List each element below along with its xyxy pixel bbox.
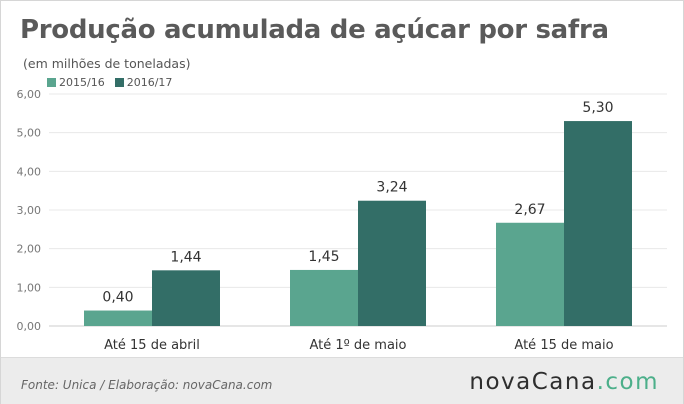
legend: 2015/16 2016/17 xyxy=(47,76,182,89)
bar-2016-17-3 xyxy=(564,121,632,326)
data-label: 2,67 xyxy=(514,202,545,218)
bar-2015-16-3 xyxy=(496,222,564,326)
chart-subtitle: (em milhões de toneladas) xyxy=(23,56,191,71)
y-tick-label: 0,00 xyxy=(17,320,42,333)
bar-chart-plot: 0,00 1,00 2,00 3,00 4,00 5,00 6,00 0,40 1,44 Até … xyxy=(17,88,667,353)
bar-2015-16-2 xyxy=(290,269,358,326)
x-category-label: Até 15 de abril xyxy=(104,338,200,353)
logo-main-text: novaCana xyxy=(469,369,597,395)
legend-swatch-2015-16 xyxy=(47,78,56,87)
chart-title: Produção acumulada de açúcar por safra xyxy=(20,15,609,45)
legend-label-2015-16: 2015/16 xyxy=(59,76,105,89)
legend-item-2016-17: 2016/17 xyxy=(114,76,173,89)
y-tick-label: 4,00 xyxy=(17,165,42,178)
data-label: 1,45 xyxy=(308,249,339,265)
logo-tld-text: .com xyxy=(596,369,659,395)
bar-2015-16-1 xyxy=(84,310,152,326)
novacana-logo: novaCana.com xyxy=(469,369,659,395)
legend-item-2015-16: 2015/16 xyxy=(47,76,105,89)
data-label: 3,24 xyxy=(376,180,407,196)
data-label: 1,44 xyxy=(170,249,201,265)
legend-label-2016-17: 2016/17 xyxy=(126,76,173,89)
x-category-label: Até 15 de maio xyxy=(514,338,613,353)
y-tick-label: 1,00 xyxy=(17,281,42,294)
x-category-label: Até 1º de maio xyxy=(310,338,407,353)
y-tick-label: 3,00 xyxy=(17,204,42,217)
data-label: 5,30 xyxy=(582,100,613,116)
y-tick-label: 6,00 xyxy=(17,88,42,101)
source-note: Fonte: Unica / Elaboração: novaCana.com xyxy=(21,378,273,392)
y-tick-label: 5,00 xyxy=(17,127,42,140)
footer: Fonte: Unica / Elaboração: novaCana.com … xyxy=(1,357,683,404)
bar-2016-17-2 xyxy=(358,200,426,326)
bar-2016-17-1 xyxy=(152,270,220,326)
data-label: 0,40 xyxy=(102,290,133,306)
legend-swatch-2016-17 xyxy=(114,78,124,87)
y-tick-label: 2,00 xyxy=(17,243,42,256)
